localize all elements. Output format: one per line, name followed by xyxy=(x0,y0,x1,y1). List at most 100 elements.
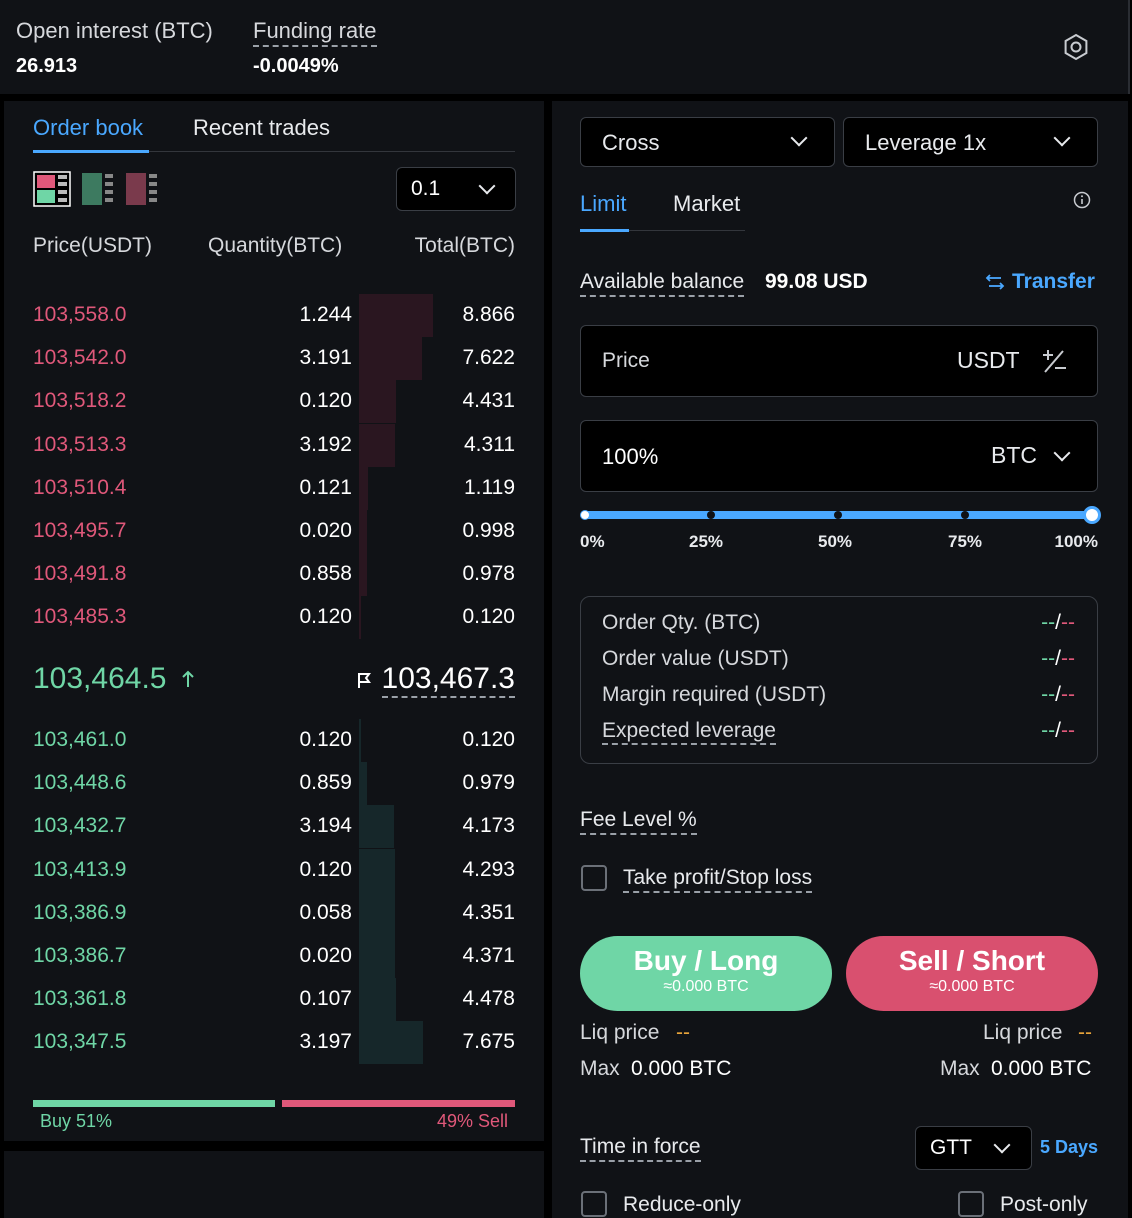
ask-row[interactable]: 103,510.4 0.121 1.119 xyxy=(4,466,544,510)
margin-mode-value: Cross xyxy=(602,130,660,155)
tpsl-checkbox[interactable] xyxy=(581,865,607,891)
bid-row[interactable]: 103,461.0 0.120 0.120 xyxy=(4,719,544,762)
depth-bar xyxy=(359,596,361,640)
quantity-unit[interactable]: BTC xyxy=(991,442,1037,468)
ask-row[interactable]: 103,518.2 0.120 4.431 xyxy=(4,380,544,424)
depth-bar xyxy=(359,762,368,806)
row-price: 103,347.5 xyxy=(33,1030,127,1054)
summary-value: --/-- xyxy=(1041,611,1075,635)
summary-value: --/-- xyxy=(1041,647,1075,671)
bid-row[interactable]: 103,386.7 0.020 4.371 xyxy=(4,935,544,978)
slider-tick-25[interactable] xyxy=(707,511,715,519)
price-unit: USDT xyxy=(957,347,1020,373)
settings-gear-icon[interactable] xyxy=(1062,33,1090,61)
plus-minus-icon[interactable] xyxy=(1039,346,1069,376)
row-total: 4.478 xyxy=(462,987,515,1011)
row-price: 103,386.7 xyxy=(33,944,127,967)
slider-mark-25: 25% xyxy=(689,532,724,551)
tpsl-label[interactable]: Take profit/Stop loss xyxy=(623,866,813,893)
summary-value: --/-- xyxy=(1041,683,1075,707)
summary-separator: / xyxy=(1055,647,1061,670)
ask-row[interactable]: 103,485.3 0.120 0.120 xyxy=(4,596,544,640)
time-in-force-value: GTT xyxy=(930,1136,972,1159)
slider-tick-0[interactable] xyxy=(580,510,590,520)
ask-row[interactable]: 103,542.0 3.191 7.622 xyxy=(4,337,544,381)
summary-label[interactable]: Expected leverage xyxy=(602,719,776,745)
buy-liq-price-value: -- xyxy=(676,1021,690,1044)
bid-row[interactable]: 103,448.6 0.859 0.979 xyxy=(4,762,544,806)
time-in-force-label[interactable]: Time in force xyxy=(580,1135,701,1162)
bid-row[interactable]: 103,386.9 0.058 4.351 xyxy=(4,891,544,935)
post-only-label: Post-only xyxy=(1000,1193,1088,1216)
view-both-icon[interactable] xyxy=(33,171,71,207)
tab-market[interactable]: Market xyxy=(673,191,741,216)
ask-row[interactable]: 103,491.8 0.858 0.978 xyxy=(4,553,544,597)
precision-select[interactable]: 0.1 xyxy=(396,167,516,211)
sell-short-sub: ≈0.000 BTC xyxy=(929,978,1015,995)
chevron-down-icon xyxy=(993,1136,1011,1154)
price-input[interactable]: Price USDT xyxy=(580,325,1098,397)
view-bids-icon[interactable] xyxy=(80,171,116,207)
buy-liq-price-label: Liq price xyxy=(580,1021,660,1044)
slider-tick-50[interactable] xyxy=(834,511,842,519)
col-total-header: Total(BTC) xyxy=(414,234,515,257)
fee-level-label[interactable]: Fee Level % xyxy=(580,808,697,835)
order-summary-box: Order Qty. (BTC) --/-- Order value (USDT) -… xyxy=(580,596,1098,764)
row-total: 4.431 xyxy=(462,389,515,413)
row-qty: 3.197 xyxy=(299,1030,352,1054)
slider-tick-75[interactable] xyxy=(961,511,969,519)
row-price: 103,518.2 xyxy=(33,389,127,413)
depth-bar xyxy=(359,510,368,553)
bid-row[interactable]: 103,413.9 0.120 4.293 xyxy=(4,848,544,892)
post-only-checkbox[interactable] xyxy=(958,1191,984,1217)
quantity-input[interactable]: 100% BTC xyxy=(580,420,1098,492)
funding-rate-label[interactable]: Funding rate xyxy=(253,18,377,47)
depth-bar xyxy=(359,891,396,935)
summary-label: Order value (USDT) xyxy=(602,647,789,670)
chevron-down-icon xyxy=(790,129,808,147)
depth-bar xyxy=(359,719,361,762)
buy-long-sub: ≈0.000 BTC xyxy=(663,978,749,995)
buy-long-button[interactable]: Buy / Long ≈0.000 BTC xyxy=(580,936,832,1011)
row-total: 0.979 xyxy=(462,771,515,795)
tab-recent-trades[interactable]: Recent trades xyxy=(193,115,330,140)
tab-order-book[interactable]: Order book xyxy=(33,115,144,140)
quantity-slider[interactable] xyxy=(580,505,1101,525)
slider-handle[interactable] xyxy=(1083,506,1101,524)
sell-liq-price-value: -- xyxy=(1078,1021,1092,1044)
leverage-select[interactable]: Leverage 1x xyxy=(843,117,1098,167)
transfer-link[interactable]: Transfer xyxy=(1012,270,1095,293)
view-asks-icon[interactable] xyxy=(124,171,160,207)
bid-row[interactable]: 103,432.7 3.194 4.173 xyxy=(4,805,544,849)
ask-row[interactable]: 103,495.7 0.020 0.998 xyxy=(4,510,544,553)
sell-max-label: Max xyxy=(940,1057,980,1080)
sell-ratio-bar xyxy=(282,1100,515,1107)
ask-row[interactable]: 103,558.0 1.244 8.866 xyxy=(4,294,544,337)
summary-buy-value: -- xyxy=(1041,683,1056,706)
summary-value: --/-- xyxy=(1041,719,1075,743)
bid-row[interactable]: 103,347.5 3.197 7.675 xyxy=(4,1021,544,1065)
ask-row[interactable]: 103,513.3 3.192 4.311 xyxy=(4,423,544,467)
slider-mark-75: 75% xyxy=(948,532,983,551)
row-qty: 0.120 xyxy=(299,857,352,881)
row-qty: 0.859 xyxy=(299,771,352,795)
sell-short-button[interactable]: Sell / Short ≈0.000 BTC xyxy=(846,936,1098,1011)
mark-price[interactable]: 103,467.3 xyxy=(381,662,515,698)
leverage-value: Leverage 1x xyxy=(865,130,987,155)
depth-bar xyxy=(359,935,396,978)
margin-mode-select[interactable]: Cross xyxy=(580,117,835,167)
transfer-icon[interactable] xyxy=(984,271,1006,293)
available-balance-label[interactable]: Available balance xyxy=(580,270,745,297)
tabs-divider xyxy=(33,151,515,152)
row-total: 0.120 xyxy=(462,728,515,751)
info-icon[interactable] xyxy=(1073,191,1091,209)
active-order-tab-underline xyxy=(580,229,629,232)
reduce-only-checkbox[interactable] xyxy=(581,1191,607,1217)
row-qty: 3.191 xyxy=(299,346,352,370)
row-price: 103,491.8 xyxy=(33,562,127,586)
summary-separator: / xyxy=(1055,611,1061,634)
time-in-force-select[interactable]: GTT xyxy=(915,1126,1032,1170)
bid-row[interactable]: 103,361.8 0.107 4.478 xyxy=(4,978,544,1022)
gtt-days[interactable]: 5 Days xyxy=(1040,1137,1099,1157)
tab-limit[interactable]: Limit xyxy=(580,191,627,216)
